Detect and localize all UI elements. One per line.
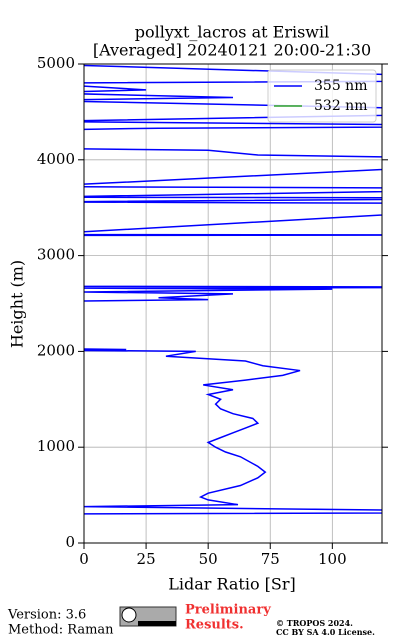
y-axis-label: Height (m) [8,260,27,348]
legend-label: 532 nm [314,98,367,114]
legend-label: 355 nm [314,78,367,94]
y-tick-label: 3000 [37,246,75,264]
x-tick-label: 50 [199,550,218,568]
cc-strip [138,621,176,626]
legend-box [267,69,377,123]
y-tick-label: 4000 [37,150,75,168]
license: CC BY SA 4.0 License. [276,627,375,637]
method: Method: Raman [8,623,114,638]
x-tick-label: 100 [318,550,347,568]
license: © TROPOS 2024. [276,618,353,628]
x-tick-label: 0 [79,550,89,568]
chart-title: pollyxt_lacros at Eriswil [135,23,329,42]
version: Version: 3.6 [7,608,86,623]
preliminary-note: Results. [185,618,244,633]
cc-icon [121,607,137,623]
axes-frame [83,63,383,544]
x-axis-label: Lidar Ratio [Sr] [168,575,296,594]
y-tick-label: 0 [65,533,75,551]
y-tick-label: 1000 [37,437,75,455]
x-tick-label: 25 [137,550,156,568]
chart-subtitle: [Averaged] 20240121 20:00-21:30 [93,41,371,60]
profile-line [84,64,382,515]
y-tick-label: 5000 [37,54,75,72]
legend: 355 nm 532 nm [267,69,377,123]
y-tick-label: 2000 [37,341,75,359]
x-tick-label: 75 [261,550,280,568]
preliminary-note: Preliminary [185,603,271,618]
